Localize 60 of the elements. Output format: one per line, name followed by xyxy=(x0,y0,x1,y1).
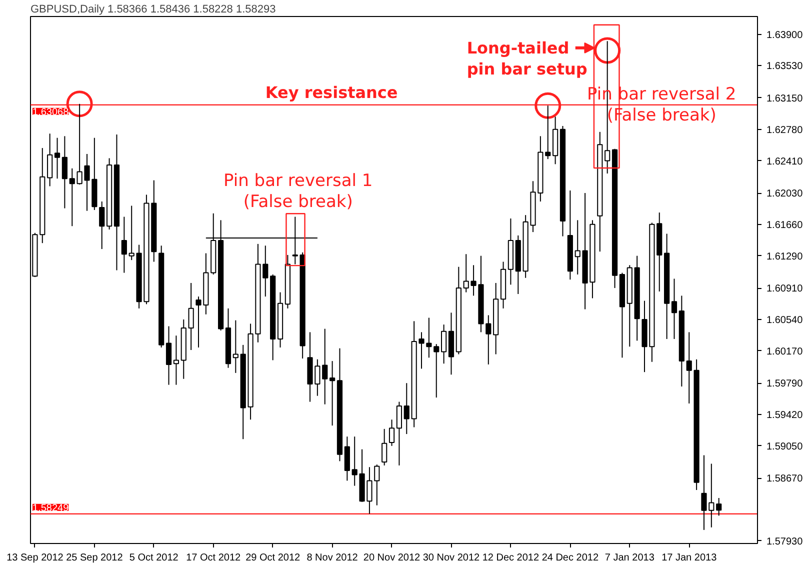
candlestick xyxy=(686,332,692,404)
y-tick-label: 1.61290 xyxy=(766,251,804,262)
x-tick-label: 30 Nov 2012 xyxy=(422,552,480,564)
x-tick-label: 25 Sep 2012 xyxy=(66,552,124,564)
y-tick-label: 1.59420 xyxy=(766,410,804,422)
y-tick-label: 1.63530 xyxy=(766,61,804,72)
x-tick-label: 17 Jan 2013 xyxy=(662,552,718,564)
x-tick-label: 20 Nov 2012 xyxy=(363,552,421,564)
y-tick-label: 1.62030 xyxy=(766,188,804,200)
candlestick xyxy=(396,401,402,466)
candlestick xyxy=(188,282,194,351)
x-tick-label: 24 Dec 2012 xyxy=(542,552,599,564)
ref-line-label: 1.63068 xyxy=(32,106,70,118)
candlestick xyxy=(404,382,410,435)
candlestick xyxy=(173,335,179,386)
y-tick-label: 1.58670 xyxy=(766,474,804,485)
candlestick xyxy=(47,133,53,187)
x-tick-label: 17 Oct 2012 xyxy=(186,552,242,564)
y-tick-label: 1.62780 xyxy=(766,124,804,136)
x-tick-label: 13 Sep 2012 xyxy=(6,552,64,564)
y-tick-label: 1.60170 xyxy=(766,346,804,358)
point xyxy=(534,92,562,119)
candlestick xyxy=(486,314,492,365)
x-tick-label: 29 Oct 2012 xyxy=(246,552,301,564)
ref-line-label: 1.58249 xyxy=(32,502,70,514)
candlestick xyxy=(329,360,336,426)
candlestick xyxy=(54,137,60,180)
y-tick-label: 1.63150 xyxy=(766,93,804,104)
candlestick xyxy=(382,428,388,466)
chart-title: GBPUSD,Daily 1.58366 1.58436 1.58228 1.58293 xyxy=(30,4,276,16)
candlestick xyxy=(62,136,68,209)
candlestick xyxy=(344,436,350,482)
candlestick xyxy=(322,328,328,405)
candlestick xyxy=(166,326,172,386)
x-tick-label: 8 Nov 2012 xyxy=(306,552,358,564)
candlestick xyxy=(671,278,678,340)
candlestick xyxy=(388,419,395,446)
point xyxy=(594,37,621,64)
y-tick-label: 1.60910 xyxy=(766,284,804,295)
x-tick-label: 5 Oct 2012 xyxy=(129,552,179,564)
candlestick xyxy=(232,320,238,374)
y-tick-label: 1.61660 xyxy=(766,220,804,231)
candlestick xyxy=(441,324,447,364)
annotation: Pin bar reversal 1 (False break) xyxy=(224,171,373,212)
candlestick xyxy=(545,105,551,160)
y-tick-label: 1.59050 xyxy=(766,441,804,452)
candlestick xyxy=(716,498,722,516)
candlestick xyxy=(121,216,127,274)
x-tick-label: 12 Dec 2012 xyxy=(482,552,540,564)
annotation: Long-tailed pin bar setup xyxy=(466,38,588,78)
candlestick xyxy=(434,344,440,398)
y-tick-label: 1.57930 xyxy=(766,536,804,548)
y-tick-label: 1.59790 xyxy=(766,378,804,390)
candlestick xyxy=(69,168,75,227)
y-tick-label: 1.60540 xyxy=(766,314,804,326)
y-tick-label: 1.63900 xyxy=(766,30,804,41)
annotation: Key resistance xyxy=(265,82,398,102)
x-tick-label: 7 Jan 2013 xyxy=(604,552,655,564)
y-tick-label: 1.62410 xyxy=(766,156,804,168)
candlestick xyxy=(99,201,105,250)
